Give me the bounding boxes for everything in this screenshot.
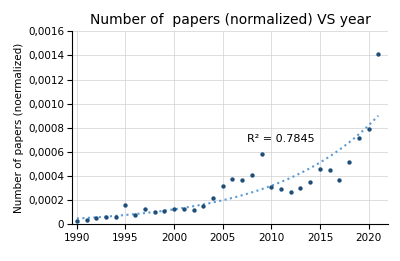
Point: [132, 213, 138, 217]
Point: [142, 207, 148, 211]
Point: [249, 173, 255, 177]
Point: [336, 178, 342, 182]
Point: [365, 127, 372, 131]
Point: [278, 187, 284, 192]
Point: [346, 160, 352, 164]
Point: [171, 207, 177, 211]
Point: [122, 203, 129, 207]
Point: [288, 190, 294, 194]
Point: [239, 178, 245, 182]
Point: [220, 184, 226, 188]
Text: R² = 0.7845: R² = 0.7845: [247, 134, 315, 144]
Point: [317, 167, 323, 171]
Point: [258, 152, 265, 157]
Point: [74, 219, 80, 223]
Point: [152, 210, 158, 214]
Point: [112, 215, 119, 219]
Point: [161, 209, 168, 213]
Point: [356, 135, 362, 140]
Point: [83, 218, 90, 222]
Point: [93, 216, 100, 221]
Point: [326, 168, 333, 172]
Point: [268, 185, 274, 189]
Point: [103, 215, 109, 219]
Point: [200, 204, 206, 209]
Point: [375, 52, 382, 56]
Title: Number of  papers (normalized) VS year: Number of papers (normalized) VS year: [90, 13, 370, 27]
Point: [190, 208, 197, 212]
Point: [307, 180, 314, 184]
Point: [229, 176, 236, 181]
Point: [181, 207, 187, 211]
Point: [210, 196, 216, 200]
Point: [297, 186, 304, 190]
Y-axis label: Number of papers (noermalized): Number of papers (noermalized): [14, 43, 24, 213]
